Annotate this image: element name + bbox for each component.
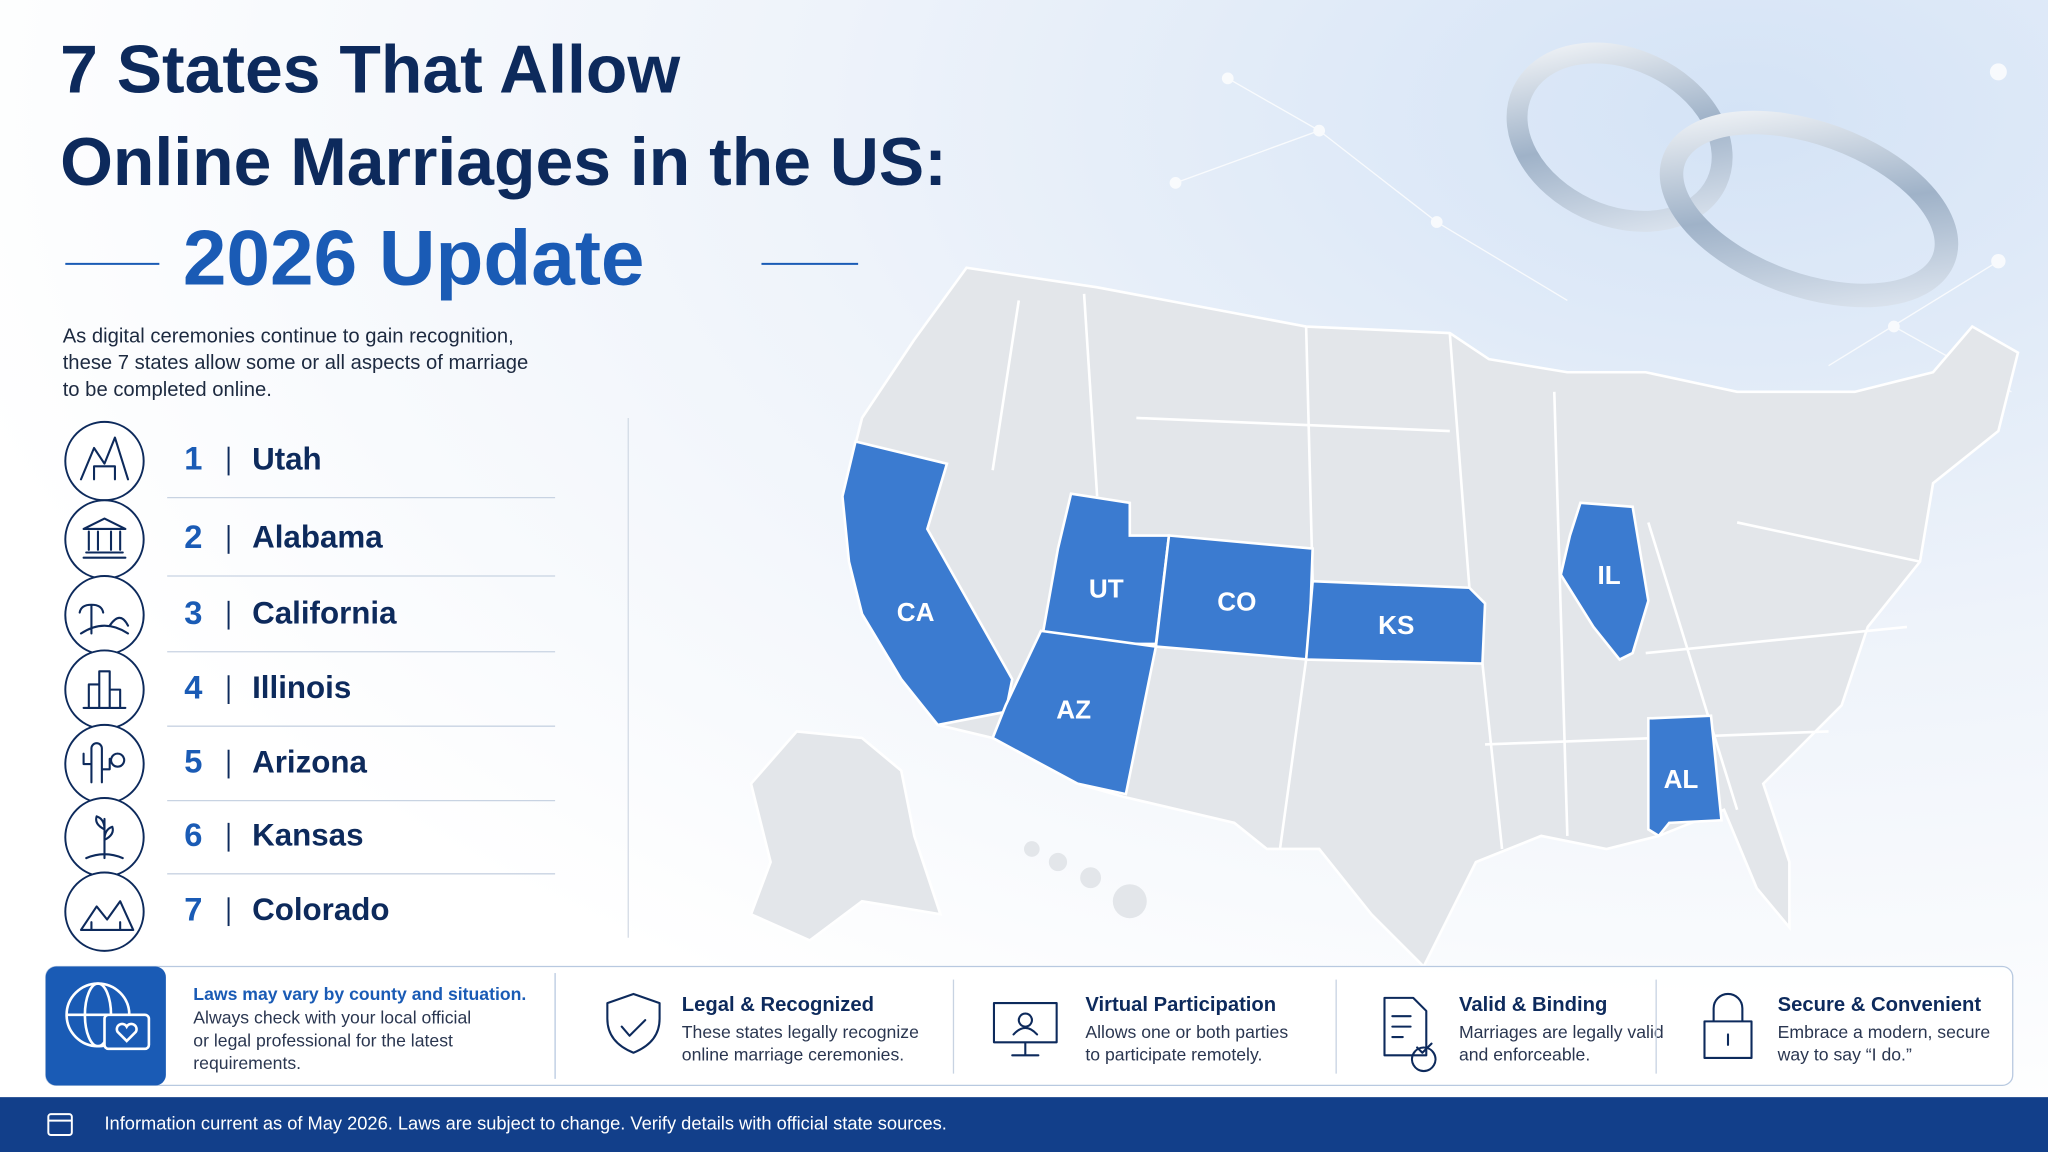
state-label: IL [1598, 560, 1621, 590]
state-rank: 3 [184, 594, 202, 631]
highlighted-state [991, 629, 1158, 796]
title-line: 7 States That Allow [60, 32, 680, 107]
state-name: Illinois [252, 670, 351, 705]
network-decoration [1169, 63, 2012, 393]
state-icon [79, 900, 135, 932]
feature-title: Secure & Convenient [1778, 994, 1982, 1016]
intro-line: these 7 states allow some or all aspects… [63, 352, 529, 374]
state-icon-circle [64, 871, 145, 952]
state-name: California [252, 595, 397, 630]
feature-desc: Allows one or both parties [1085, 1022, 1288, 1042]
state-icon [82, 742, 126, 784]
state-item: 1 Utah [64, 420, 556, 502]
state-name: Colorado [252, 892, 390, 927]
feature-title: Virtual Participation [1085, 994, 1276, 1016]
alaska [749, 730, 943, 942]
highlighted-state [841, 439, 1014, 727]
feature-icon [1383, 996, 1437, 1073]
state-icon-circle [64, 575, 145, 656]
notice: Laws may vary by county and situation. Al… [193, 984, 526, 1073]
feature-desc: way to say “I do.” [1777, 1045, 1912, 1065]
state-icon-circle [64, 649, 145, 730]
state-name: Alabama [252, 520, 383, 555]
feature-title: Valid & Binding [1459, 994, 1607, 1016]
state-rank: 5 [184, 743, 202, 780]
feature-desc: to participate remotely. [1085, 1045, 1262, 1065]
state-label: KS [1378, 610, 1414, 640]
calendar-icon [47, 1113, 73, 1136]
state-name: Arizona [252, 744, 367, 779]
notice-title: Laws may vary by county and situation. [193, 984, 526, 1004]
feature: Secure & Convenient Embrace a modern, sec… [1655, 979, 1991, 1074]
feature-desc: Embrace a modern, secure [1778, 1022, 1991, 1042]
features: Legal & Recognized These states legally r… [606, 979, 1991, 1074]
state-item: 7 Colorado [64, 871, 390, 952]
notice-line: requirements. [193, 1053, 301, 1073]
globe-icon [65, 982, 151, 1051]
feature-desc: online marriage ceremonies. [682, 1045, 904, 1065]
notice-line: Always check with your local official [193, 1007, 471, 1027]
state-icon [78, 603, 130, 635]
hawaii [1024, 841, 1147, 919]
highlighted-state [1559, 501, 1650, 662]
feature-icon [606, 992, 661, 1054]
highlighted-state [1647, 714, 1723, 838]
feature: Virtual Participation Allows one or both … [952, 979, 1288, 1074]
state-icon-circle [64, 499, 145, 580]
footer-band [0, 1097, 2048, 1152]
intro: As digital ceremonies continue to gain r… [63, 325, 529, 401]
state-item: 4 Illinois [64, 649, 556, 730]
feature-icon [1703, 992, 1753, 1060]
title-line: Online Marriages in the US: [60, 125, 947, 200]
state-item: 6 Kansas [64, 797, 556, 878]
state-icon [82, 670, 127, 709]
state-item: 3 California [64, 575, 556, 656]
footer-note: Information current as of May 2026. Laws… [104, 1112, 946, 1133]
state-rank: 2 [184, 518, 202, 555]
state-rank: 4 [184, 668, 202, 705]
state-label: AL [1664, 764, 1699, 794]
feature-desc: Marriages are legally valid [1459, 1022, 1664, 1042]
feature-icon [992, 1002, 1058, 1057]
feature-desc: and enforceable. [1459, 1045, 1590, 1065]
state-label: AZ [1056, 695, 1091, 725]
state-item: 2 Alabama [64, 499, 556, 580]
state-icon [82, 517, 127, 559]
state-name: Kansas [252, 818, 363, 853]
state-rank: 6 [184, 816, 202, 853]
state-name: Utah [252, 441, 322, 476]
state-borders [991, 293, 1921, 850]
intro-line: As digital ceremonies continue to gain r… [63, 325, 514, 347]
us-map: CA UT CO KS AZ IL AL [749, 266, 2020, 969]
feature: Legal & Recognized These states legally r… [606, 992, 919, 1065]
feature-title: Legal & Recognized [682, 994, 874, 1016]
state-list: 1 Utah 2 Alabama 3 California 4 Illinois 5 Arizon… [64, 420, 556, 952]
state-label: CA [897, 597, 935, 627]
update-title: 2026 Update [183, 214, 645, 302]
wedding-rings [1506, 42, 1959, 308]
intro-line: to be completed online. [63, 379, 272, 401]
feature: Valid & Binding Marriages are legally val… [1335, 979, 1664, 1074]
highlighted-state [1304, 579, 1487, 665]
state-item: 5 Arizona [64, 723, 556, 805]
notice-line: or legal professional for the latest [193, 1030, 453, 1050]
state-label: UT [1089, 573, 1124, 603]
state-icon-circle [64, 723, 145, 805]
state-icon [79, 436, 130, 481]
state-icon [85, 815, 124, 860]
feature-desc: These states legally recognize [682, 1022, 919, 1042]
state-rank: 7 [184, 890, 202, 927]
state-rank: 1 [184, 440, 202, 477]
state-label: CO [1217, 586, 1256, 616]
